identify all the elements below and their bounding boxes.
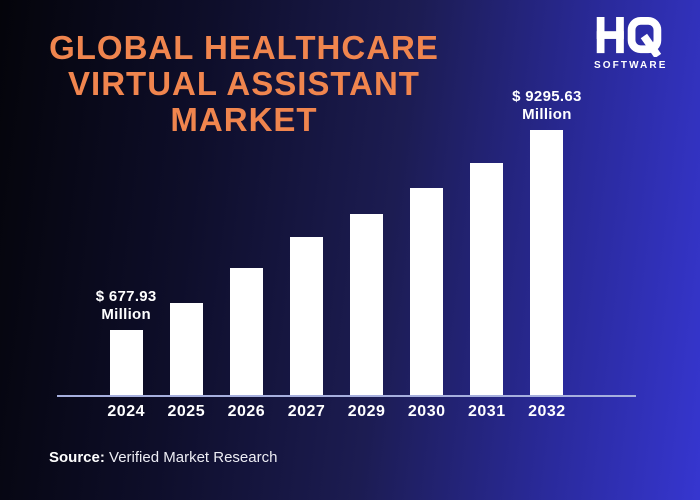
annotation-2032: $ 9295.63 Million [477,88,617,123]
x-axis-label-2030: 2030 [407,403,446,420]
bar-2030 [410,188,444,396]
annotation-2032-unit: Million [522,105,572,123]
x-axis-label-2029: 2029 [347,403,386,420]
x-axis-label-2027: 2027 [287,403,326,420]
bar-2031 [470,163,504,396]
annotation-2024-unit: Million [101,305,151,323]
bar-2027 [290,237,323,396]
x-axis-label-2026: 2026 [227,403,266,420]
chart-title: GLOBAL HEALTHCARE VIRTUAL ASSISTANT MARK… [38,30,450,138]
x-axis-label-2032: 2032 [528,403,566,420]
annotation-2032-value: $ 9295.63 [512,88,582,105]
x-axis-line [57,395,636,397]
bar-2025 [169,303,203,396]
source-label: Source: [49,449,105,466]
chart-title-line-2: VIRTUAL ASSISTANT [68,65,420,102]
hq-logo-software-label: SOFTWARE [594,60,668,71]
bar-2026 [229,268,263,396]
annotation-2024-value: $ 677.93 [95,288,157,305]
chart-title-line-1: GLOBAL HEALTHCARE [49,29,439,66]
hq-software-logo: SOFTWARE [594,17,668,71]
bar-2029 [350,214,384,396]
bar-2024 [109,330,143,396]
x-axis-label-2031: 2031 [468,403,506,420]
source-text: Verified Market Research [109,449,278,466]
chart-title-line-3: MARKET [170,101,318,138]
source-line: Source: Verified Market Research [49,449,277,466]
hq-logo-icon [596,17,662,57]
bar-2032 [530,130,564,396]
annotation-2024: $ 677.93 Million [56,288,196,323]
x-axis-label-2024: 2024 [107,403,145,420]
x-axis-label-2025: 2025 [167,403,206,420]
